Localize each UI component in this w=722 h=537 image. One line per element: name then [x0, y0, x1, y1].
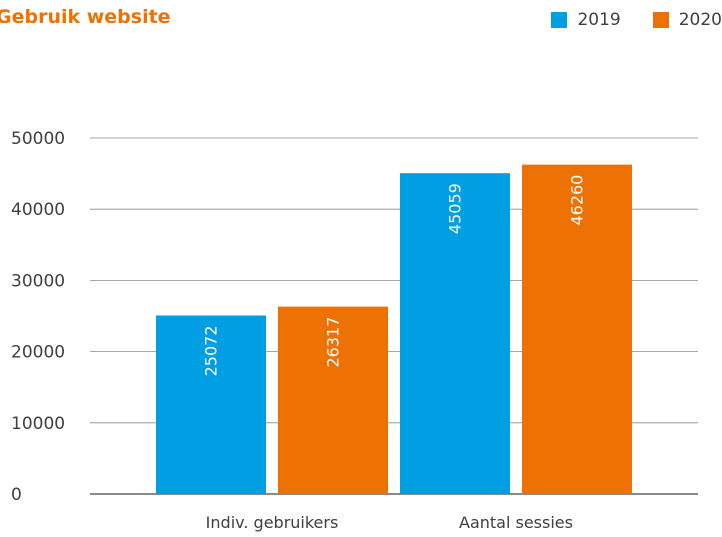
y-tick-label: 0 — [11, 485, 22, 505]
bar-data-label: 26317 — [324, 317, 343, 368]
y-tick-label: 10000 — [11, 414, 65, 434]
chart-title: Gebruik website — [0, 6, 171, 28]
bar-data-label: 25072 — [202, 325, 221, 376]
y-tick-label: 30000 — [11, 271, 65, 291]
y-tick-label: 50000 — [11, 129, 65, 149]
bar-2019-indiv-gebruikers — [156, 315, 266, 494]
legend-item-2019: 2019 — [551, 10, 621, 30]
y-tick-label: 20000 — [11, 343, 65, 363]
bar-data-label: 46260 — [568, 175, 587, 226]
legend-label-2020: 2020 — [678, 10, 722, 30]
x-category-label: Indiv. gebruikers — [206, 513, 339, 532]
legend-swatch-2020 — [652, 12, 669, 28]
legend: 2019 2020 — [519, 10, 722, 30]
legend-item-2020: 2020 — [652, 10, 722, 30]
legend-swatch-2019 — [551, 12, 568, 28]
y-tick-label: 40000 — [11, 200, 65, 220]
legend-label-2019: 2019 — [577, 10, 621, 30]
bar-2020-aantal-sessies — [522, 164, 632, 495]
bar-2019-aantal-sessies — [400, 173, 510, 494]
x-category-label: Aantal sessies — [459, 513, 573, 532]
bar-2020-indiv-gebruikers — [278, 306, 388, 494]
bar-data-label: 45059 — [446, 183, 465, 234]
